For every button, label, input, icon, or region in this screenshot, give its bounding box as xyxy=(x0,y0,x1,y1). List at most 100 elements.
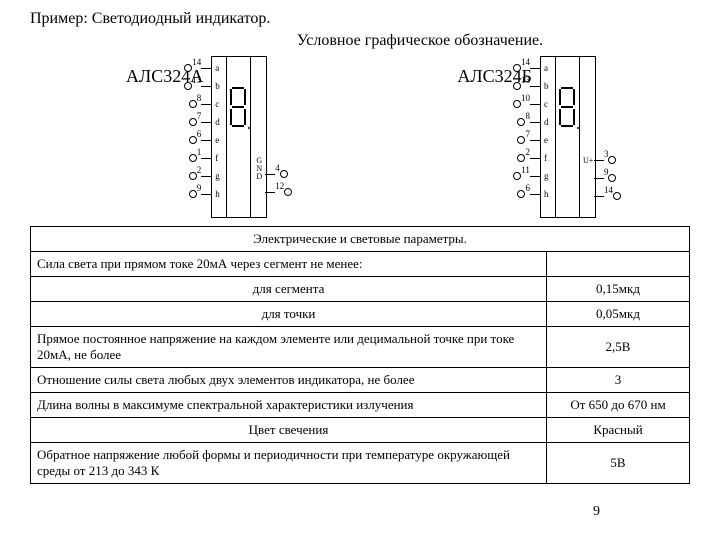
param-cell: Прямое постоянное напряжение на каждом э… xyxy=(31,327,547,368)
pin-wire xyxy=(201,140,211,141)
segment-letter: b xyxy=(215,81,220,91)
param-cell: для сегмента xyxy=(31,277,547,302)
pin-number: 11 xyxy=(521,165,530,175)
chip-b-block: АЛС324Б U+ 141310872116 abcdefgh xyxy=(457,56,594,216)
pin-wire xyxy=(201,176,211,177)
pin-wire xyxy=(530,140,540,141)
table-row: Цвет свеченияКрасный xyxy=(31,418,690,443)
pin-number: 14 xyxy=(604,185,613,195)
segment-letter: h xyxy=(544,189,549,199)
pin-number: 7 xyxy=(525,129,530,139)
pin-wire xyxy=(530,122,540,123)
pin: 13 xyxy=(500,78,540,94)
pin: 14 xyxy=(594,188,634,204)
pin-circle-icon xyxy=(613,192,621,200)
table-row: Прямое постоянное напряжение на каждом э… xyxy=(31,327,690,368)
pin-circle-icon xyxy=(184,64,192,72)
value-cell xyxy=(547,252,690,277)
pin: 13 xyxy=(171,78,211,94)
pin-circle-icon xyxy=(608,174,616,182)
pin-circle-icon xyxy=(189,100,197,108)
segment-letter: d xyxy=(544,117,549,127)
pin-number: 13 xyxy=(192,75,201,85)
table-row: для сегмента0,15мкд xyxy=(31,277,690,302)
value-cell: От 650 до 670 нм xyxy=(547,393,690,418)
value-cell: 2,5В xyxy=(547,327,690,368)
pin-number: 9 xyxy=(604,167,609,177)
pin-circle-icon xyxy=(184,82,192,90)
segment-letter: b xyxy=(544,81,549,91)
param-cell: Сила света при прямом токе 20мА через се… xyxy=(31,252,547,277)
pin-circle-icon xyxy=(517,190,525,198)
table-caption: Электрические и световые параметры. xyxy=(31,227,690,252)
pin-circle-icon xyxy=(189,172,197,180)
pin-number: 8 xyxy=(197,93,202,103)
pin: 11 xyxy=(500,168,540,184)
pin-number: 13 xyxy=(521,75,530,85)
pin-number: 7 xyxy=(197,111,202,121)
param-cell: Отношение силы света любых двух элементо… xyxy=(31,368,547,393)
pin: 4 xyxy=(265,166,305,182)
pin-wire xyxy=(201,194,211,195)
pin-circle-icon xyxy=(280,170,288,178)
pin: 14 xyxy=(500,60,540,76)
subtitle: Условное графическое обозначение. xyxy=(150,32,690,50)
seven-seg-icon xyxy=(559,87,575,127)
pin-number: 9 xyxy=(197,183,202,193)
gnd-label: GND xyxy=(254,157,264,181)
u-plus-label: U+ xyxy=(583,157,593,165)
pin-wire xyxy=(530,158,540,159)
pin-number: 14 xyxy=(521,57,530,67)
segment-letter: d xyxy=(215,117,220,127)
segment-letter: e xyxy=(215,135,219,145)
pin-number: 14 xyxy=(192,57,201,67)
pin-circle-icon xyxy=(189,154,197,162)
pin-number: 6 xyxy=(525,183,530,193)
pin-wire xyxy=(594,160,604,161)
segment-letter: f xyxy=(544,153,547,163)
segment-letter: a xyxy=(215,63,219,73)
pin: 8 xyxy=(171,96,211,112)
pin: 7 xyxy=(500,132,540,148)
value-cell: 3 xyxy=(547,368,690,393)
pin-circle-icon xyxy=(517,136,525,144)
pin-wire xyxy=(530,68,540,69)
pin-number: 2 xyxy=(197,165,202,175)
pin: 2 xyxy=(171,168,211,184)
pin-wire xyxy=(201,68,211,69)
params-table: Электрические и световые параметры. Сила… xyxy=(30,226,690,484)
table-row: Сила света при прямом токе 20мА через се… xyxy=(31,252,690,277)
pin-wire xyxy=(594,178,604,179)
pin-wire xyxy=(265,192,275,193)
pin-number: 4 xyxy=(275,163,280,173)
pin-circle-icon xyxy=(284,188,292,196)
pin-circle-icon xyxy=(513,100,521,108)
segment-letter: a xyxy=(544,63,548,73)
param-cell: Длина волны в максимуме спектральной хар… xyxy=(31,393,547,418)
value-cell: 5В xyxy=(547,443,690,484)
pin: 6 xyxy=(171,132,211,148)
pin-circle-icon xyxy=(608,156,616,164)
pin-circle-icon xyxy=(189,190,197,198)
param-cell: Обратное напряжение любой формы и период… xyxy=(31,443,547,484)
pin-number: 1 xyxy=(197,147,202,157)
segment-letter: g xyxy=(544,171,549,181)
segment-letter: f xyxy=(215,153,218,163)
chip-a-block: АЛС324А GND 141387 xyxy=(126,56,265,216)
param-cell: для точки xyxy=(31,302,547,327)
value-cell: 0,15мкд xyxy=(547,277,690,302)
pin-number: 3 xyxy=(604,149,609,159)
example-title: Пример: Светодиодный индикатор. xyxy=(30,10,690,28)
pin-wire xyxy=(201,122,211,123)
pin: 6 xyxy=(500,186,540,202)
pin: 9 xyxy=(171,186,211,202)
value-cell: Красный xyxy=(547,418,690,443)
pin-wire xyxy=(530,86,540,87)
pin-circle-icon xyxy=(513,172,521,180)
chip-b: U+ 141310872116 abcdefgh 3914 xyxy=(540,56,594,216)
param-cell: Цвет свечения xyxy=(31,418,547,443)
table-row: для точки0,05мкд xyxy=(31,302,690,327)
pin-circle-icon xyxy=(189,118,197,126)
chip-a: GND 1413876129 abcdefgh 412 xyxy=(211,56,265,216)
table-row: Обратное напряжение любой формы и период… xyxy=(31,443,690,484)
